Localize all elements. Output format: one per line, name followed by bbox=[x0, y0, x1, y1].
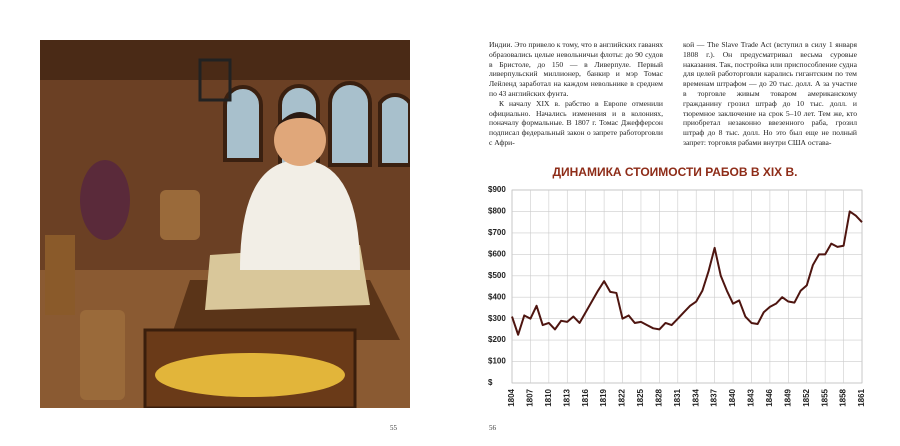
y-tick-label: $800 bbox=[488, 207, 506, 216]
y-tick-label: $100 bbox=[488, 357, 506, 366]
y-tick-label: $900 bbox=[488, 185, 506, 194]
prisoner bbox=[80, 160, 130, 240]
man-shirt bbox=[240, 160, 360, 270]
x-tick-label: 1825 bbox=[636, 388, 645, 406]
y-tick-label: $200 bbox=[488, 335, 506, 344]
text-column: Индии. Это привело к тому, что в английс… bbox=[489, 40, 663, 148]
y-tick-label: $300 bbox=[488, 314, 506, 323]
y-tick-label: $ bbox=[488, 378, 493, 387]
x-tick-label: 1813 bbox=[562, 388, 571, 406]
paragraph: кой — The Slave Trade Act (вступил в сил… bbox=[683, 40, 857, 147]
y-tick-label: $700 bbox=[488, 228, 506, 237]
x-tick-label: 1840 bbox=[728, 388, 737, 406]
illustration bbox=[40, 40, 410, 408]
x-tick-label: 1828 bbox=[654, 388, 663, 406]
x-tick-label: 1831 bbox=[673, 388, 682, 406]
chart: ДИНАМИКА СТОИМОСТИ РАБОВ В XIX В. $ $100 $… bbox=[488, 165, 866, 407]
x-tick-label: 1837 bbox=[710, 388, 719, 406]
lantern bbox=[198, 58, 232, 102]
y-tick-label: $600 bbox=[488, 249, 506, 258]
chart-title: ДИНАМИКА СТОИМОСТИ РАБОВ В XIX В. bbox=[552, 165, 797, 179]
price-line bbox=[511, 210, 863, 336]
x-tick-label: 1804 bbox=[507, 388, 516, 406]
x-tick-label: 1810 bbox=[544, 388, 553, 406]
x-tick-label: 1861 bbox=[857, 388, 866, 406]
x-tick-label: 1807 bbox=[526, 388, 535, 406]
y-tick-label: $400 bbox=[488, 292, 506, 301]
paragraph: К началу XIX в. рабство в Европе отменил… bbox=[489, 98, 663, 147]
x-tick-label: 1855 bbox=[820, 388, 829, 406]
x-tick-label: 1819 bbox=[599, 388, 608, 406]
barrel bbox=[45, 235, 75, 315]
man-head bbox=[274, 114, 326, 166]
x-tick-label: 1822 bbox=[618, 388, 627, 406]
x-tick-label: 1858 bbox=[839, 388, 848, 406]
x-tick-label: 1852 bbox=[802, 388, 811, 406]
x-tick-label: 1846 bbox=[765, 388, 774, 406]
page-number: 55 bbox=[390, 424, 397, 432]
x-tick-label: 1834 bbox=[691, 388, 700, 406]
man-hair bbox=[272, 112, 328, 132]
y-tick-label: $500 bbox=[488, 271, 506, 280]
x-tick-label: 1843 bbox=[747, 388, 756, 406]
gold-coins bbox=[155, 353, 345, 397]
x-tick-label: 1849 bbox=[783, 388, 792, 406]
x-tick-label: 1816 bbox=[581, 388, 590, 406]
plot-area bbox=[511, 189, 863, 384]
paragraph: Индии. Это привело к тому, что в английс… bbox=[489, 40, 663, 98]
page-number: 56 bbox=[489, 424, 496, 432]
barrel bbox=[80, 310, 125, 400]
barrel bbox=[160, 190, 200, 240]
text-column: кой — The Slave Trade Act (вступил в сил… bbox=[683, 40, 857, 148]
